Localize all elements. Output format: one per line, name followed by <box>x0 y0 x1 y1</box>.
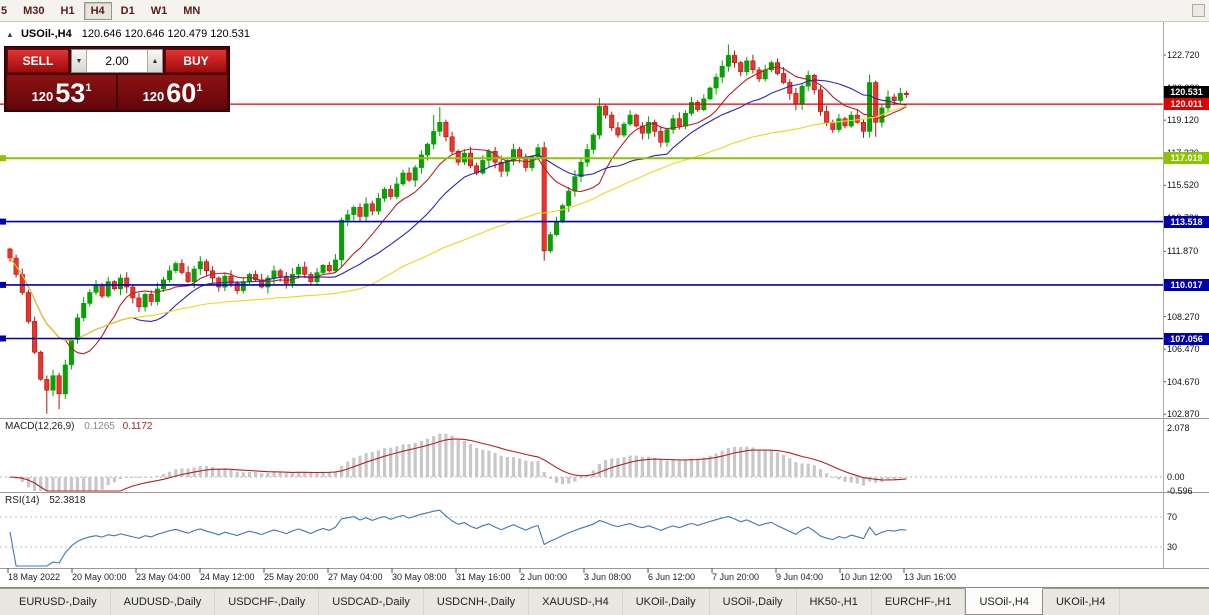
time-label: 3 Jun 08:00 <box>584 572 632 582</box>
time-label: 18 May 2022 <box>8 572 61 582</box>
trade-buttons-row: SELL ▼ 2.00 ▲ BUY <box>7 49 227 73</box>
macd-panel-resize-handle[interactable] <box>0 416 1209 420</box>
time-label: 30 May 08:00 <box>392 572 447 582</box>
toolbar-overflow-button[interactable] <box>1192 4 1205 17</box>
volume-value: 2.00 <box>105 54 129 68</box>
trade-prices-row: 120 53 1 120 60 1 <box>7 75 227 109</box>
macd-value-signal: 0.1172 <box>122 421 153 432</box>
sell-price-frac: 1 <box>85 82 92 94</box>
price-line-tag: 110.017 <box>1164 278 1209 291</box>
bid-price-tag: 120.531 <box>1164 86 1209 99</box>
chart-tab[interactable]: USOil-,H4 <box>965 588 1043 615</box>
time-label: 7 Jun 20:00 <box>712 572 760 582</box>
chart-tab[interactable]: UKOil-,Daily <box>623 589 710 615</box>
time-label: 2 Jun 00:00 <box>520 572 568 582</box>
price-axis-label: 119.120 <box>1167 115 1199 126</box>
chart-tab[interactable]: USOil-,Daily <box>710 589 797 615</box>
price-line-tag: 120.011 <box>1164 98 1209 111</box>
price-axis-label: 102.870 <box>1167 409 1200 420</box>
time-label: 13 Jun 16:00 <box>904 572 957 582</box>
symbol-name: USOil-,H4 <box>20 28 72 40</box>
rsi-value: 52.3818 <box>49 495 86 506</box>
buy-price-frac: 1 <box>196 82 203 94</box>
sell-price[interactable]: 120 53 1 <box>7 75 116 109</box>
volume-input[interactable]: ▼ 2.00 ▲ <box>71 49 163 73</box>
macd-value-main: 0.1265 <box>84 421 115 432</box>
period-button-H1[interactable]: H1 <box>60 4 75 17</box>
chart-tab[interactable]: EURUSD-,Daily <box>6 589 111 615</box>
ohlc-values: 120.646 120.646 120.479 120.531 <box>81 28 250 40</box>
price-line-tag: 107.056 <box>1164 332 1209 345</box>
chart-symbol-header: ▲ USOil-,H4 120.646 120.646 120.479 120.… <box>6 28 250 40</box>
price-axis-label: 104.670 <box>1167 376 1200 387</box>
rsi-title: RSI(14) <box>5 495 40 506</box>
period-button-H4[interactable]: H4 <box>83 1 112 20</box>
buy-price-pips: 60 <box>166 78 197 108</box>
timeframe-toolbar: 5 M30 H1 H4 D1 W1 MN <box>0 0 1209 22</box>
time-label: 25 May 20:00 <box>264 572 319 582</box>
chart-tab[interactable]: USDCAD-,Daily <box>319 589 424 615</box>
time-label: 27 May 04:00 <box>328 572 383 582</box>
time-label: 10 Jun 12:00 <box>840 572 893 582</box>
rsi-axis-label: 30 <box>1167 542 1178 552</box>
macd-axis-label: 0.00 <box>1167 472 1185 482</box>
buy-price-big: 120 <box>142 89 165 104</box>
sell-price-big: 120 <box>31 89 54 104</box>
one-click-trading-panel: SELL ▼ 2.00 ▲ BUY 120 53 1 120 60 1 <box>4 46 230 112</box>
chart-canvas[interactable] <box>0 22 1209 588</box>
price-axis-label: 122.720 <box>1167 50 1200 61</box>
sell-price-pips: 53 <box>55 78 86 108</box>
price-line-tag: 117.019 <box>1164 152 1209 165</box>
macd-axis-label: -0.596 <box>1167 486 1193 496</box>
period-button-5[interactable]: 5 <box>1 4 8 17</box>
macd-axis-label: 2.078 <box>1167 423 1190 433</box>
price-axis-label: 111.870 <box>1167 246 1199 257</box>
chart-tab[interactable]: USDCNH-,Daily <box>424 589 530 615</box>
time-label: 20 May 00:00 <box>72 572 127 582</box>
time-label: 31 May 16:00 <box>456 572 511 582</box>
chart-tab[interactable]: UKOil-,H4 <box>1043 589 1120 615</box>
time-label: 6 Jun 12:00 <box>648 572 696 582</box>
macd-indicator-header: MACD(12,26,9) 0.1265 0.1172 <box>5 421 152 432</box>
price-axis-label: 108.270 <box>1167 311 1200 322</box>
chart-tab[interactable]: USDCHF-,Daily <box>215 589 320 615</box>
chart-tab[interactable]: XAUUSD-,H4 <box>529 589 623 615</box>
volume-increase-button[interactable]: ▲ <box>147 50 162 72</box>
buy-button[interactable]: BUY <box>165 49 227 73</box>
one-click-toggle-icon[interactable]: ▲ <box>6 30 14 39</box>
chart-window: ▲ USOil-,H4 120.646 120.646 120.479 120.… <box>0 22 1209 588</box>
period-button-M30[interactable]: M30 <box>23 4 45 17</box>
time-axis: 18 May 2022 20 May 00:00 23 May 04:00 24 Ma… <box>0 570 1163 588</box>
price-line-tag: 113.518 <box>1164 215 1209 228</box>
period-button-MN[interactable]: MN <box>183 4 201 17</box>
rsi-panel-resize-handle[interactable] <box>0 490 1209 494</box>
time-label: 24 May 12:00 <box>200 572 255 582</box>
time-label: 23 May 04:00 <box>136 572 191 582</box>
tab-bar: EURUSD-,Daily AUDUSD-,Daily USDCHF-,Daily U… <box>0 588 1209 615</box>
macd-title: MACD(12,26,9) <box>5 421 75 432</box>
buy-price[interactable]: 120 60 1 <box>118 75 227 109</box>
volume-decrease-button[interactable]: ▼ <box>72 50 87 72</box>
price-axis-label: 106.470 <box>1167 344 1200 355</box>
chart-tab[interactable]: HK50-,H1 <box>797 589 872 615</box>
period-button-D1[interactable]: D1 <box>120 4 135 17</box>
price-axis-label: 115.520 <box>1167 180 1199 191</box>
sell-button[interactable]: SELL <box>7 49 69 73</box>
period-button-W1[interactable]: W1 <box>150 4 168 17</box>
chart-tab[interactable]: EURCHF-,H1 <box>872 589 966 615</box>
rsi-indicator-header: RSI(14) 52.3818 <box>5 495 85 506</box>
time-label: 9 Jun 04:00 <box>776 572 824 582</box>
rsi-axis-label: 70 <box>1167 512 1178 522</box>
chart-tab[interactable]: AUDUSD-,Daily <box>111 589 216 615</box>
